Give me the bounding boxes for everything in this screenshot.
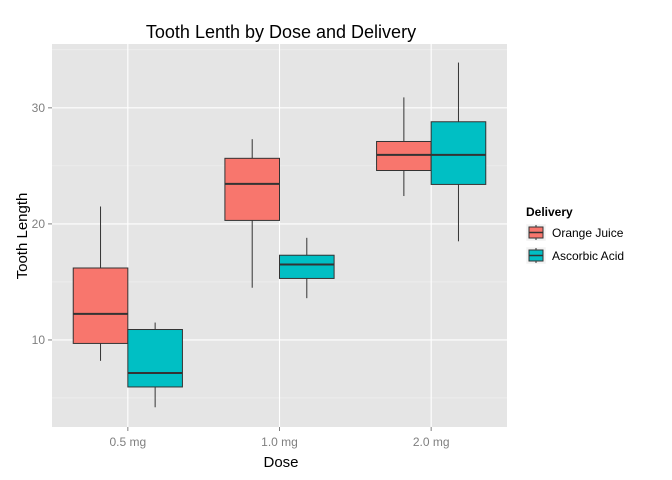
box-orange-juice-0 xyxy=(72,206,129,361)
box-iqr xyxy=(72,267,129,344)
legend-item-ascorbic-acid: Ascorbic Acid xyxy=(525,246,624,265)
x-tick-label: 1.0 mg xyxy=(261,435,298,449)
boxes xyxy=(72,62,487,408)
box-orange-juice-2 xyxy=(376,97,432,197)
box-iqr xyxy=(279,254,335,279)
box-ascorbic-acid-2 xyxy=(430,62,487,242)
axis-ticks: 10 20 30 0.5 mg 1.0 mg 2.0 mg xyxy=(32,101,450,449)
box-iqr xyxy=(224,157,280,221)
box-ascorbic-acid-0 xyxy=(127,322,183,408)
x-axis-title: Dose xyxy=(263,454,298,471)
box-orange-juice-1 xyxy=(224,139,280,288)
legend-label: Ascorbic Acid xyxy=(552,249,624,263)
legend-item-orange-juice: Orange Juice xyxy=(525,223,624,242)
y-tick-label: 10 xyxy=(32,333,46,347)
legend: Delivery Orange Juice Ascorbic Acid xyxy=(525,205,624,265)
chart-title: Tooth Lenth by Dose and Delivery xyxy=(146,22,416,42)
y-tick-label: 20 xyxy=(32,217,46,231)
legend-label: Orange Juice xyxy=(552,226,624,240)
box-iqr xyxy=(430,121,487,185)
y-axis-title: Tooth Length xyxy=(14,193,31,280)
y-tick-label: 30 xyxy=(32,101,46,115)
legend-items: Orange Juice Ascorbic Acid xyxy=(525,223,624,265)
box-iqr xyxy=(127,329,183,388)
x-tick-label: 0.5 mg xyxy=(109,435,146,449)
box-iqr xyxy=(376,140,432,172)
x-tick-label: 2.0 mg xyxy=(413,435,450,449)
legend-title: Delivery xyxy=(526,205,573,219)
box-ascorbic-acid-1 xyxy=(279,237,335,299)
